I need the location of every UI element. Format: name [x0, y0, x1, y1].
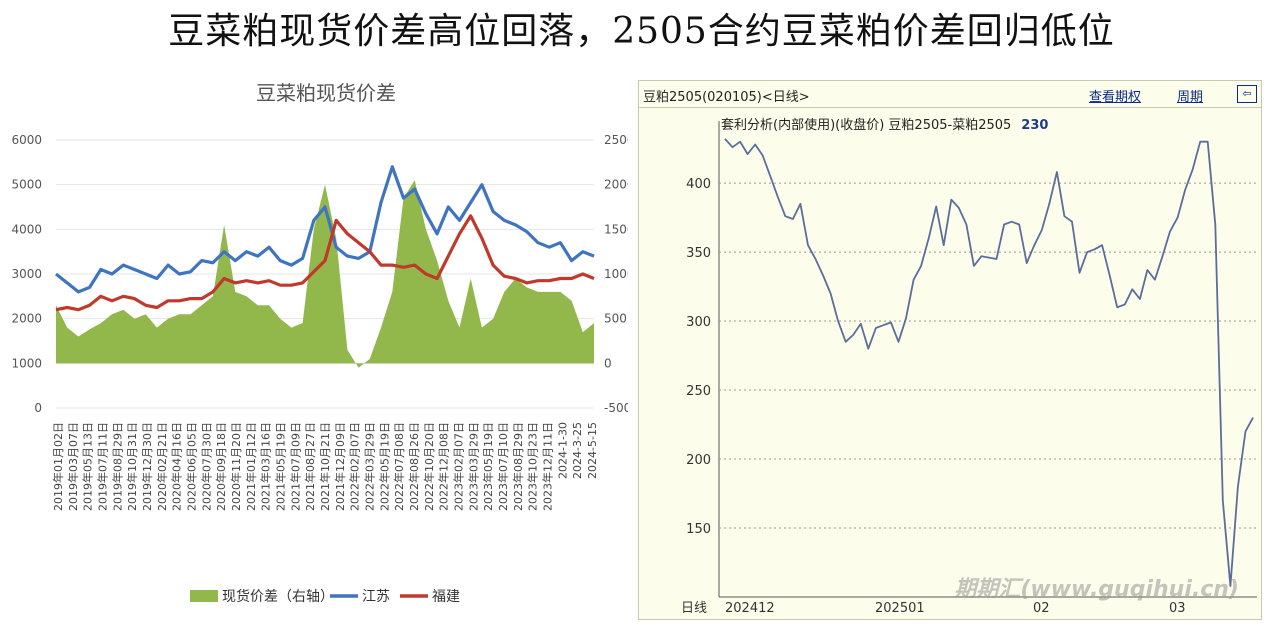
x-tick-label: 2019年07月11日 [96, 422, 110, 511]
x-tick-label: 日线 [681, 601, 707, 616]
x-tick-label: 2023年08月29日 [511, 422, 525, 511]
left-spot-spread-chart: 豆菜粕现货价差 0 1000 2000 3000 4000 5000 6000 -500 0 5… [11, 81, 628, 605]
x-tick-label: 2021年01月12日 [244, 422, 258, 511]
left-chart-legend: 现货价差（右轴） 江苏 福建 [190, 588, 460, 605]
x-tick-label: 2021年10月21日 [318, 422, 332, 511]
spread-subtitle-text: 套利分析(内部使用)(收盘价) 豆粕2505-菜粕2505 [721, 118, 1012, 133]
x-tick-label: 2022年10月20日 [422, 422, 436, 511]
y-right-tick-label: 2500 [604, 133, 628, 147]
panel-header: 豆粕2505(020105)<日线> 查看期权 周期 ⇦ [639, 81, 1261, 108]
x-tick-label: 2022年03月29日 [363, 422, 377, 511]
y-tick-label: 350 [686, 246, 711, 261]
back-arrow-icon[interactable]: ⇦ [1237, 85, 1257, 103]
page-headline: 豆菜粕现货价差高位回落，2505合约豆菜粕价差回归低位 [168, 11, 1115, 52]
fujian-line [55, 214, 595, 312]
legend-label: 江苏 [362, 589, 390, 605]
x-tick-label: 2023年03月29日 [466, 422, 480, 511]
x-tick-label: 2022年02月07日 [348, 422, 362, 511]
y-right-tick-label: 1500 [604, 222, 628, 236]
left-chart-y-axis-right: -500 0 500 1000 1500 2000 2500 [604, 133, 628, 415]
x-tick-label: 2019年08月29日 [110, 422, 124, 511]
x-tick-label: 2020年07月30日 [199, 422, 213, 511]
watermark-text: 期期汇(www.guqihui.cn) [954, 577, 1239, 602]
y-tick-label: 300 [686, 315, 711, 330]
y-tick-label: 150 [686, 522, 711, 537]
left-chart-y-axis-left: 0 1000 2000 3000 4000 5000 6000 [11, 133, 42, 415]
period-link[interactable]: 周期 [1177, 90, 1204, 105]
right-chart-x-axis: 日线 202412 202501 02 03 [681, 601, 1186, 616]
y-right-tick-label: 500 [604, 312, 627, 326]
y-right-tick-label: 2000 [604, 178, 628, 192]
y-tick-label: 250 [686, 384, 711, 399]
x-tick-label: 03 [1169, 601, 1186, 616]
x-tick-label: 2023年07月10日 [496, 422, 510, 511]
x-tick-label: 2019年05月13日 [81, 422, 95, 511]
x-tick-label: 2021年08月27日 [303, 422, 317, 511]
x-tick-label: 2022年07月08日 [392, 422, 406, 511]
spot-spread-area [56, 180, 594, 368]
x-tick-label: 2019年12月30日 [140, 422, 154, 511]
x-tick-label: 2020年06月05日 [185, 422, 199, 511]
x-tick-label: 2022年12月08日 [437, 422, 451, 511]
legend-label: 福建 [432, 589, 460, 605]
x-tick-label: 2021年03月16日 [259, 422, 273, 511]
x-tick-label: 202412 [725, 601, 775, 616]
y-left-tick-label: 2000 [11, 312, 42, 326]
x-tick-label: 2019年01月02日 [51, 422, 65, 511]
y-left-tick-label: 6000 [11, 133, 42, 147]
futures-spread-panel: 150 200 250 300 350 400 日线 202412 202501 02 03 豆粕… [638, 80, 1262, 620]
y-right-tick-label: 1000 [604, 267, 628, 281]
y-right-tick-label: 0 [604, 356, 612, 370]
spread-current-value: 230 [1021, 118, 1049, 133]
x-tick-label: 2019年03月07日 [66, 422, 80, 511]
x-tick-label: 2023年10月23日 [526, 422, 540, 511]
x-tick-label: 2023年12月11日 [541, 422, 555, 511]
right-chart-line-layer [724, 138, 1254, 587]
x-tick-label: 2021年05月19日 [274, 422, 288, 511]
contract-code-label: 豆粕2505(020105)<日线> [643, 90, 810, 105]
right-chart-grid [718, 121, 1257, 598]
y-left-tick-label: 1000 [11, 356, 42, 370]
left-chart-x-axis: 2019年01月02日 2019年03月07日 2019年05月13日 2019年07… [51, 422, 599, 511]
spread-subtitle: 套利分析(内部使用)(收盘价) 豆粕2505-菜粕2505 230 [721, 114, 1048, 133]
x-tick-label: 2024-3-25 [571, 422, 584, 479]
spread-line [724, 138, 1254, 587]
x-tick-label: 2020年11月20日 [229, 422, 243, 511]
x-tick-label: 2024-5-15 [586, 422, 599, 479]
right-chart-y-axis: 150 200 250 300 350 400 [686, 177, 711, 537]
x-tick-label: 2023年05月19日 [481, 422, 495, 511]
x-tick-label: 2021年12月09日 [333, 422, 347, 511]
left-chart-area-layer [56, 180, 594, 368]
y-left-tick-label: 4000 [11, 222, 42, 236]
view-options-link[interactable]: 查看期权 [1089, 90, 1142, 105]
x-tick-label: 2019年10月31日 [125, 422, 139, 511]
x-tick-label: 2022年05月19日 [377, 422, 391, 511]
left-chart-line-layer [55, 165, 595, 312]
y-left-tick-label: 3000 [11, 267, 42, 281]
x-tick-label: 2020年09月18日 [214, 422, 228, 511]
legend-label: 现货价差（右轴） [222, 588, 334, 605]
x-tick-label: 02 [1033, 601, 1050, 616]
left-chart-title: 豆菜粕现货价差 [256, 81, 396, 105]
y-left-tick-label: 5000 [11, 178, 42, 192]
jiangsu-line [55, 165, 595, 294]
y-tick-label: 400 [686, 177, 711, 192]
y-left-tick-label: 0 [34, 401, 42, 415]
x-tick-label: 2021年07月09日 [288, 422, 302, 511]
y-right-tick-label: -500 [604, 401, 628, 415]
y-tick-label: 200 [686, 453, 711, 468]
legend-swatch-spread [190, 590, 218, 602]
x-tick-label: 2022年08月26日 [407, 422, 421, 511]
x-tick-label: 2024-1-30 [556, 422, 569, 479]
x-tick-label: 202501 [875, 601, 925, 616]
x-tick-label: 2020年02月21日 [155, 422, 169, 511]
x-tick-label: 2020年04月16日 [170, 422, 184, 511]
x-tick-label: 2023年02月07日 [452, 422, 466, 511]
right-spread-chart: 150 200 250 300 350 400 日线 202412 202501 02 03 [681, 121, 1257, 616]
